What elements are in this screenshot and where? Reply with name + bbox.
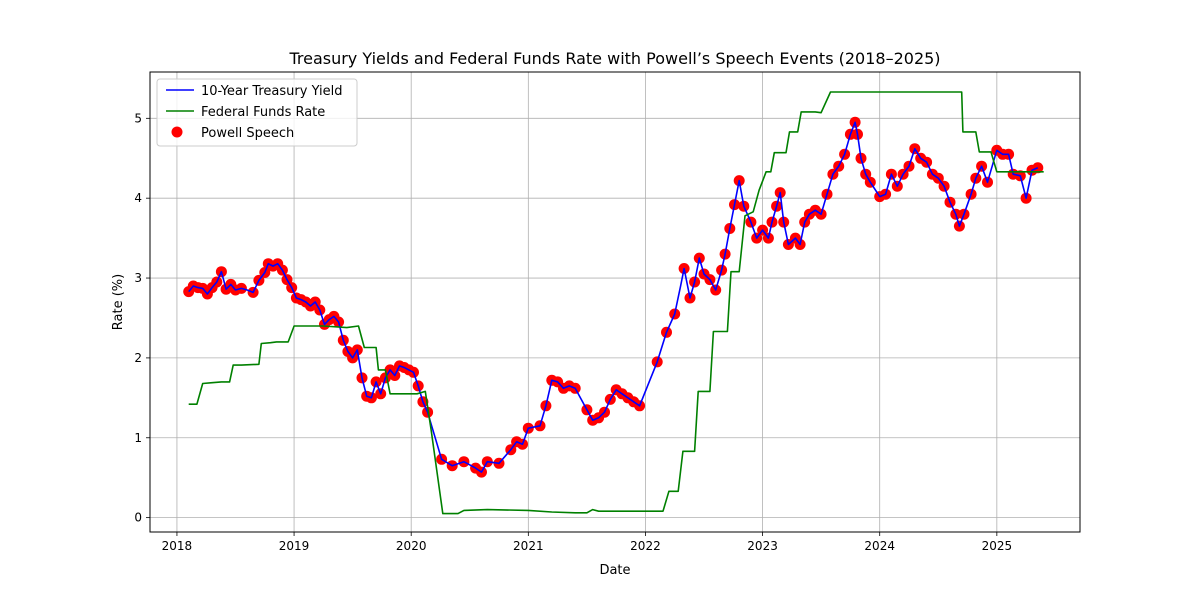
series-layer — [183, 91, 1044, 515]
y-tick-label: 1 — [134, 431, 142, 445]
x-tick-label: 2025 — [982, 539, 1013, 553]
legend-label-powell-speech: Powell Speech — [201, 126, 294, 141]
legend-swatch-powell-speech — [171, 126, 183, 138]
x-axis-label: Date — [599, 563, 630, 578]
x-tick-label: 2019 — [279, 539, 310, 553]
legend-box — [156, 78, 358, 147]
x-tick-label: 2020 — [396, 539, 427, 553]
y-tick-label: 5 — [134, 111, 142, 125]
fed-funds-line — [188, 91, 1044, 515]
legend-label-treasury-yield: 10-Year Treasury Yield — [201, 84, 343, 99]
axes-frame — [149, 71, 1081, 533]
y-tick-label: 4 — [134, 191, 142, 205]
treasury-yield-line — [188, 121, 1039, 473]
x-tick-label: 2022 — [630, 539, 661, 553]
legend-label-fed-funds: Federal Funds Rate — [201, 105, 325, 120]
x-tick-label: 2021 — [513, 539, 544, 553]
axis-ticks: 2018 2019 2020 2021 2022 2023 2024 2025 0 1 2 3 4 5 — [134, 111, 1012, 553]
legend: 10-Year Treasury Yield Federal Funds Rat… — [156, 78, 358, 147]
y-tick-label: 0 — [134, 511, 142, 525]
x-tick-label: 2024 — [864, 539, 895, 553]
x-tick-label: 2018 — [162, 539, 193, 553]
x-tick-label: 2023 — [747, 539, 778, 553]
y-tick-label: 2 — [134, 351, 142, 365]
chart-title: Treasury Yields and Federal Funds Rate w… — [288, 49, 940, 68]
y-axis-label: Rate (%) — [111, 274, 126, 330]
y-tick-label: 3 — [134, 271, 142, 285]
